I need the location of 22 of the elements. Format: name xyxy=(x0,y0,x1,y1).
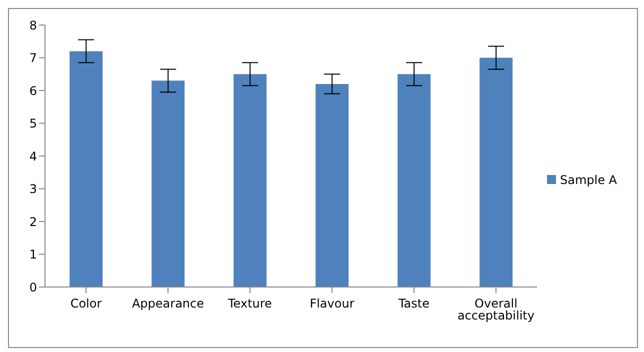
y-tick-label: 4 xyxy=(29,149,37,164)
y-tick-label: 5 xyxy=(29,116,37,131)
x-tick-label: Color xyxy=(70,296,102,311)
x-tick-label: Flavour xyxy=(310,296,354,311)
y-tick-label: 8 xyxy=(29,18,37,32)
bar xyxy=(152,80,185,287)
x-tick-label: Overall acceptability xyxy=(457,296,534,323)
x-tick-label: Appearance xyxy=(132,296,204,311)
x-tick-label: Texture xyxy=(227,296,272,311)
y-tick-label: 6 xyxy=(29,84,37,98)
y-tick-label: 1 xyxy=(29,248,37,262)
y-tick-label: 0 xyxy=(29,280,37,294)
y-tick-label: 2 xyxy=(29,214,37,229)
bar xyxy=(70,51,103,287)
bar xyxy=(480,58,513,287)
y-tick-label: 3 xyxy=(29,182,37,196)
bar xyxy=(316,84,349,287)
y-tick-label: 7 xyxy=(29,51,37,66)
bar xyxy=(234,74,267,287)
legend-label: Sample A xyxy=(560,172,617,186)
bar xyxy=(398,74,431,287)
x-tick-label: Taste xyxy=(397,296,430,311)
